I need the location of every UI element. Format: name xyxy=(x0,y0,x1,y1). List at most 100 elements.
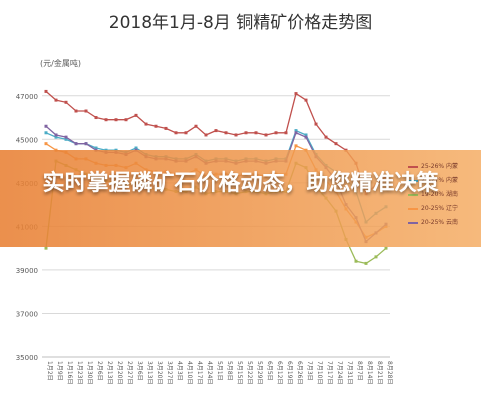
data-point xyxy=(54,98,58,102)
data-point xyxy=(304,98,308,102)
data-point xyxy=(204,133,208,137)
x-tick-label: 3月13日 xyxy=(146,361,153,384)
x-tick-label: 7月31日 xyxy=(346,361,353,384)
legend-item: 19-20% 湖南 xyxy=(408,188,478,202)
x-tick-label: 1月30日 xyxy=(86,361,93,384)
promo-banner xyxy=(0,150,481,247)
data-point xyxy=(84,142,88,146)
data-point xyxy=(44,131,48,135)
data-point xyxy=(374,255,378,259)
data-point xyxy=(114,118,118,122)
x-tick-label: 7月10日 xyxy=(316,361,323,384)
x-tick-label: 8月21日 xyxy=(376,361,383,384)
x-tick-label: 6月5日 xyxy=(266,361,273,381)
data-point xyxy=(234,133,238,137)
data-point xyxy=(124,118,128,122)
data-point xyxy=(364,261,368,265)
data-point xyxy=(74,109,78,113)
x-tick-labels: 1月2日 1月9日 1月16日 1月23日 1月30日 2月6日 2月13日 2月20日 2月2… xyxy=(46,361,393,384)
legend-item: 25-26% 内蒙 xyxy=(408,160,478,174)
data-point xyxy=(294,144,298,148)
x-tick-label: 6月12日 xyxy=(276,361,283,384)
legend-item: 20-25% 辽宁 xyxy=(408,202,478,216)
legend-label: 23-27% 内蒙 xyxy=(421,177,459,184)
x-tick-label: 5月15日 xyxy=(236,361,243,384)
data-point xyxy=(84,109,88,113)
data-point xyxy=(264,133,268,137)
data-point xyxy=(294,92,298,96)
data-point xyxy=(254,131,258,135)
x-tick-label: 1月23日 xyxy=(76,361,83,384)
y-tick-label: 39000 xyxy=(16,267,38,275)
data-point xyxy=(134,146,138,150)
data-point xyxy=(314,122,318,126)
x-tick-label: 8月7日 xyxy=(356,361,363,381)
data-point xyxy=(294,129,298,133)
legend-swatch xyxy=(408,166,418,168)
data-point xyxy=(294,131,298,135)
promo-headline: 实时掌握磷矿石价格动态，助您精准决策 xyxy=(42,171,439,196)
data-point xyxy=(194,124,198,128)
data-point xyxy=(324,135,328,139)
data-point xyxy=(54,135,58,139)
data-point xyxy=(384,246,388,250)
data-point xyxy=(164,126,168,130)
data-point xyxy=(94,146,98,150)
y-tick-label: 35000 xyxy=(16,354,38,362)
data-point xyxy=(54,133,58,137)
legend-swatch xyxy=(408,208,418,210)
x-tick-label: 4月17日 xyxy=(196,361,203,384)
data-point xyxy=(104,118,108,122)
x-tick-label: 5月22日 xyxy=(246,361,253,384)
x-tick-label: 8月28日 xyxy=(386,361,393,384)
data-point xyxy=(354,259,358,263)
x-tick-label: 5月29日 xyxy=(256,361,263,384)
data-point xyxy=(144,122,148,126)
x-tick-label: 4月24日 xyxy=(206,361,213,384)
data-point xyxy=(44,124,48,128)
y-axis-unit-label: (元/金属吨) xyxy=(40,58,81,68)
legend-label: 20-25% 云南 xyxy=(421,219,459,226)
data-point xyxy=(64,137,68,141)
data-point xyxy=(74,142,78,146)
data-point xyxy=(304,135,308,139)
data-point xyxy=(44,89,48,93)
x-tick-label: 5月8日 xyxy=(226,361,233,381)
data-point xyxy=(334,142,338,146)
data-point xyxy=(224,131,228,135)
x-tick-label: 2月6日 xyxy=(96,361,103,381)
x-tick-label: 7月24日 xyxy=(336,361,343,384)
legend-label: 20-25% 辽宁 xyxy=(421,205,459,212)
data-point xyxy=(64,100,68,104)
x-tick-label: 6月19日 xyxy=(286,361,293,384)
legend-item: 20-25% 云南 xyxy=(408,216,478,230)
x-tick-label: 8月14日 xyxy=(366,361,373,384)
x-tick-label: 6月26日 xyxy=(296,361,303,384)
legend-item: 23-27% 内蒙 xyxy=(408,174,478,188)
legend-label: 19-20% 湖南 xyxy=(421,191,459,198)
chart-legend: 25-26% 内蒙 23-27% 内蒙 19-20% 湖南 20-25% 辽宁 20-2… xyxy=(408,160,478,230)
data-point xyxy=(304,133,308,137)
y-tick-label: 47000 xyxy=(16,93,38,101)
data-point xyxy=(274,131,278,135)
data-point xyxy=(134,113,138,117)
data-point xyxy=(44,142,48,146)
data-point xyxy=(174,131,178,135)
x-tick-label: 1月16日 xyxy=(66,361,73,384)
data-point xyxy=(94,116,98,120)
x-tick-label: 7月3日 xyxy=(306,361,313,381)
x-tick-label: 7月17日 xyxy=(326,361,333,384)
y-tick-label: 45000 xyxy=(16,136,38,144)
x-tick-label: 3月6日 xyxy=(136,361,143,381)
x-tick-label: 3月20日 xyxy=(156,361,163,384)
x-tick-label: 1月9日 xyxy=(56,361,63,381)
data-point xyxy=(44,246,48,250)
chart-title: 2018年1月-8月 铜精矿价格走势图 xyxy=(108,13,373,33)
legend-swatch xyxy=(408,222,418,224)
data-point xyxy=(184,131,188,135)
x-tick-label: 1月2日 xyxy=(46,361,53,381)
legend-swatch xyxy=(408,180,418,182)
y-tick-label: 37000 xyxy=(16,310,38,318)
x-tick-label: 2月20日 xyxy=(116,361,123,384)
x-tick-label: 3月27日 xyxy=(166,361,173,384)
